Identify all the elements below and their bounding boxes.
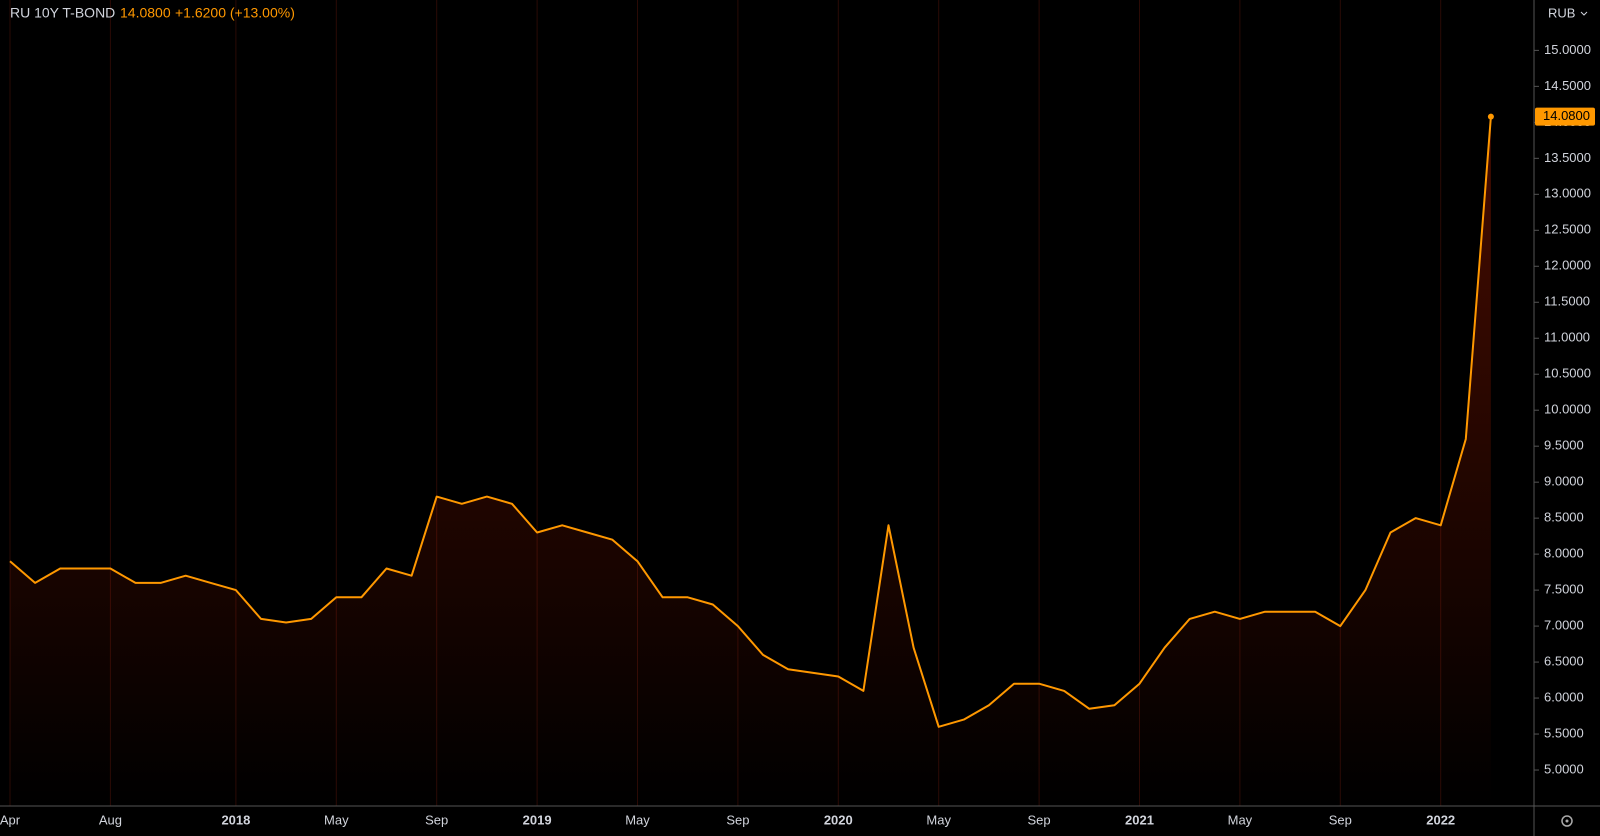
settings-icon[interactable]	[1561, 815, 1573, 827]
x-tick-label: Sep	[1028, 812, 1051, 827]
price-line	[9, 116, 1492, 728]
y-tick-label: 14.5000	[1544, 78, 1591, 93]
y-tick-label: 8.0000	[1544, 546, 1584, 561]
y-tick-label: 7.5000	[1544, 582, 1584, 597]
x-tick-label: Sep	[1329, 812, 1352, 827]
currency[interactable]: RUB	[1548, 5, 1575, 20]
last-price: 14.0800	[120, 5, 171, 21]
currency-caret[interactable]	[1580, 11, 1588, 16]
y-tick-label: 5.0000	[1544, 761, 1584, 776]
y-tick-label: 13.0000	[1544, 186, 1591, 201]
y-tick-label: 9.0000	[1544, 474, 1584, 489]
x-tick-label: Aug	[99, 812, 122, 827]
area-fill	[10, 116, 1491, 807]
x-tick-label: 2022	[1426, 812, 1455, 827]
price-change: +1.6200 (+13.00%)	[175, 5, 295, 21]
y-tick-label: 12.0000	[1544, 258, 1591, 273]
y-tick-label: 9.5000	[1544, 438, 1584, 453]
y-tick-label: 5.5000	[1544, 725, 1584, 740]
symbol: RU 10Y T-BOND	[10, 5, 115, 21]
last-price-tag-label: 14.0800	[1543, 108, 1590, 123]
y-tick-label: 6.5000	[1544, 654, 1584, 669]
x-tick-label: May	[324, 812, 349, 827]
x-tick-label: Apr	[0, 812, 21, 827]
x-tick-label: 2018	[221, 812, 250, 827]
y-tick-label: 11.0000	[1544, 330, 1590, 345]
x-tick-label: 2020	[824, 812, 853, 827]
x-tick-label: 2021	[1125, 812, 1154, 827]
y-tick-label: 10.0000	[1544, 402, 1591, 417]
last-point	[1487, 113, 1494, 120]
y-tick-label: 8.5000	[1544, 510, 1584, 525]
x-tick-label: Sep	[726, 812, 749, 827]
x-tick-label: May	[926, 812, 951, 827]
last-price-tag	[1535, 107, 1595, 126]
y-tick-label: 6.0000	[1544, 689, 1584, 704]
x-tick-label: May	[1228, 812, 1253, 827]
x-tick-label: Sep	[425, 812, 448, 827]
y-tick-label: 12.5000	[1544, 222, 1591, 237]
y-tick-label: 10.5000	[1544, 366, 1591, 381]
x-tick-label: May	[625, 812, 650, 827]
y-tick-label: 15.0000	[1544, 42, 1591, 57]
x-tick-label: 2019	[523, 812, 552, 827]
y-tick-label: 11.5000	[1544, 294, 1590, 309]
y-tick-label: 13.5000	[1544, 150, 1591, 165]
y-tick-label: 7.0000	[1544, 618, 1584, 633]
